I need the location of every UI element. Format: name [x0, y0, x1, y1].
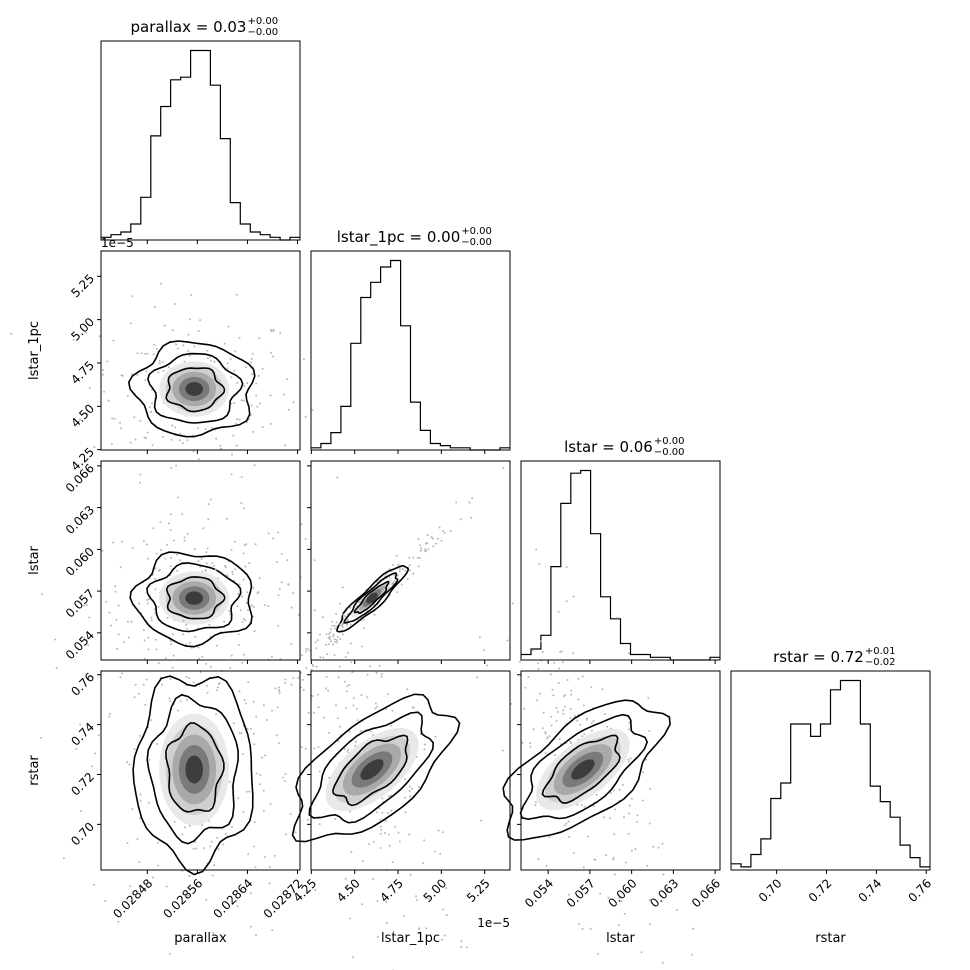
x-tick-label-parallax: 0.02856	[160, 876, 205, 921]
density-contour	[519, 713, 649, 820]
x-axis-label-lstar_1pc: lstar_1pc	[381, 931, 440, 946]
panel-frame-rstar-rstar	[730, 670, 931, 871]
density-panel-rstar-vs-lstar	[476, 548, 695, 964]
x-tick-label-lstar: 0.060	[605, 876, 639, 910]
y-tick-label-lstar: 0.054	[63, 628, 97, 662]
density-contour	[353, 580, 390, 615]
panel-title-minus-rstar: −0.02	[865, 657, 896, 668]
x-tick-label-lstar_1pc: 4.50	[334, 876, 363, 905]
panel-title-plus-rstar: +0.01	[865, 646, 896, 657]
y-tick-label-lstar_1pc: 4.75	[68, 358, 97, 387]
histogram-lstar	[521, 469, 720, 661]
density-contour	[147, 352, 244, 424]
x-tick-label-parallax: 0.02848	[110, 876, 155, 921]
panel-frame-lstar-lstar	[520, 460, 721, 661]
panel-title-parallax: parallax = 0.03	[131, 18, 247, 36]
x-tick-label-parallax: 0.02864	[210, 876, 255, 921]
panel-frame-lstar_1pc-parallax	[100, 250, 301, 451]
density-contour	[127, 340, 256, 438]
panel-title-plus-lstar_1pc: +0.00	[461, 226, 492, 237]
x-tick-label-lstar: 0.063	[647, 876, 681, 910]
density-contour	[129, 551, 253, 648]
density-contour	[332, 734, 409, 807]
x-tick-label-rstar: 0.74	[856, 876, 885, 905]
y-tick-label-rstar: 0.70	[68, 820, 97, 849]
y-tick-label-lstar: 0.063	[63, 503, 97, 537]
y-tick-label-lstar_1pc: 5.00	[68, 315, 97, 344]
x-axis-label-lstar: lstar	[606, 931, 635, 946]
panel-frame-lstar-lstar_1pc	[310, 460, 511, 661]
panel-frame-lstar_1pc-lstar_1pc	[310, 250, 511, 451]
panel-title-plus-parallax: +0.00	[247, 16, 278, 27]
panel-title-minus-lstar_1pc: −0.00	[461, 237, 492, 248]
x-axis-label-parallax: parallax	[174, 931, 227, 946]
y-tick-label-lstar: 0.060	[63, 545, 97, 579]
x-axis-label-rstar: rstar	[815, 931, 846, 946]
panel-frame-rstar-lstar_1pc	[310, 670, 511, 871]
panel-frame-rstar-lstar	[520, 670, 721, 871]
density-panel-lstar-vs-lstar_1pc	[252, 466, 505, 709]
y-tick-label-lstar_1pc: 5.25	[68, 271, 97, 300]
density-contour	[541, 734, 621, 804]
panel-title-rstar: rstar = 0.72	[773, 648, 864, 666]
density-panel-lstar-vs-parallax	[41, 466, 342, 737]
x-tick-label-lstar: 0.057	[564, 876, 598, 910]
histogram-parallax	[101, 49, 300, 241]
y-axis-label-lstar_1pc: lstar_1pc	[27, 321, 42, 380]
panel-title-minus-lstar: −0.00	[654, 447, 685, 458]
x-tick-label-rstar: 0.70	[756, 876, 785, 905]
density-contour	[336, 565, 410, 633]
y-tick-label-lstar_1pc: 4.50	[68, 402, 97, 431]
x-tick-label-lstar: 0.054	[522, 876, 556, 910]
panel-frame-lstar-parallax	[100, 460, 301, 661]
x-tick-label-rstar: 0.76	[906, 876, 935, 905]
histogram-lstar_1pc	[311, 259, 510, 451]
y-axis-label-rstar: rstar	[27, 755, 42, 786]
density-contour	[132, 675, 254, 876]
y-offset-text: 1e−5	[101, 236, 134, 250]
x-tick-label-lstar_1pc: 5.25	[464, 876, 493, 905]
y-tick-label-rstar: 0.72	[68, 770, 97, 799]
density-contour	[165, 576, 226, 620]
panel-title-minus-parallax: −0.00	[247, 27, 278, 38]
y-tick-label-rstar: 0.76	[68, 670, 97, 699]
density-contour	[165, 722, 225, 813]
x-tick-label-rstar: 0.72	[806, 876, 835, 905]
x-tick-label-lstar: 0.066	[689, 876, 723, 910]
density-contour	[291, 693, 461, 843]
density-panel-lstar_1pc-vs-parallax	[10, 282, 339, 499]
y-axis-label-lstar: lstar	[27, 545, 42, 574]
density-contour	[502, 699, 671, 841]
density-contour	[308, 711, 435, 824]
density-panel-rstar-vs-lstar_1pc	[214, 537, 483, 970]
y-tick-label-lstar: 0.057	[63, 586, 97, 620]
density-panel-rstar-vs-parallax	[40, 575, 321, 955]
panel-frame-rstar-parallax	[100, 670, 301, 871]
x-tick-label-lstar_1pc: 5.00	[421, 876, 450, 905]
panel-title-lstar: lstar = 0.06	[564, 438, 653, 456]
panel-frame-parallax-parallax	[100, 40, 301, 241]
density-contour	[343, 572, 399, 624]
panel-title-plus-lstar: +0.00	[654, 436, 685, 447]
density-contour	[165, 367, 226, 413]
panel-title-lstar_1pc: lstar_1pc = 0.00	[337, 228, 461, 247]
x-offset-text: 1e−5	[477, 916, 510, 930]
histogram-rstar	[731, 679, 930, 868]
density-contour	[146, 693, 239, 845]
y-tick-label-rstar: 0.74	[68, 720, 97, 749]
x-tick-label-lstar_1pc: 4.75	[377, 876, 406, 905]
